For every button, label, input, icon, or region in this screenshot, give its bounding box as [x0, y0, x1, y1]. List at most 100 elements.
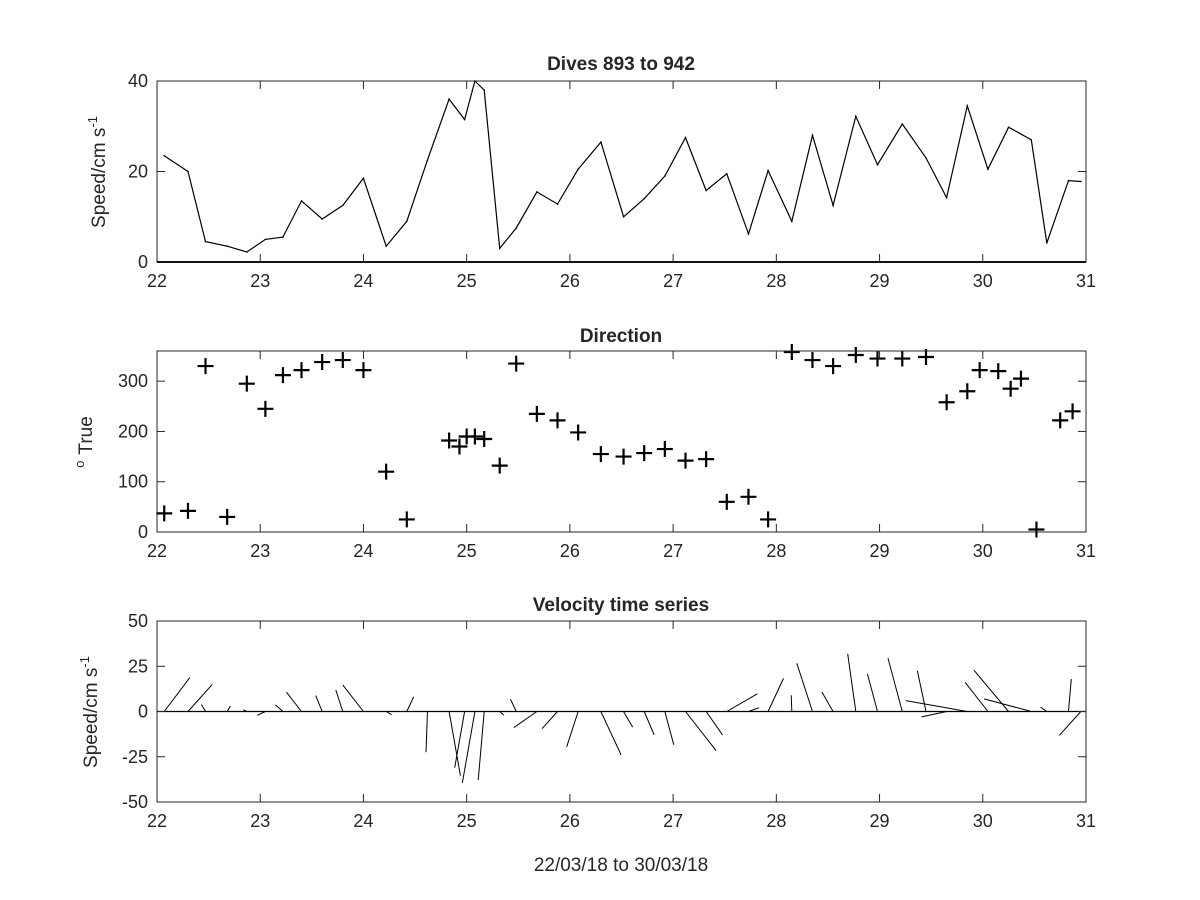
velocity-stick [726, 693, 758, 712]
speed-point [226, 245, 228, 247]
direction-marker [677, 452, 694, 469]
direction-axes-box [156, 350, 1087, 533]
direction-marker [1052, 412, 1069, 429]
direction-marker [441, 432, 458, 449]
direction-marker [1028, 521, 1045, 538]
velocity-stick [499, 711, 505, 716]
y-tick-label: -50 [122, 792, 148, 812]
speed-point [945, 196, 948, 199]
speed-y-ticks: 0 20 40 [128, 71, 1086, 272]
speed-point [246, 251, 248, 253]
velocity-stick [275, 704, 284, 712]
direction-marker [197, 358, 214, 375]
y-tick-label: 0 [138, 252, 148, 272]
speed-point [832, 204, 834, 207]
speed-y-label-sup: -1 [85, 116, 100, 128]
x-tick-label: 23 [250, 811, 270, 831]
velocity-stick [406, 696, 415, 712]
x-tick-label: 29 [870, 271, 890, 291]
speed-point [600, 141, 602, 143]
velocity-stick [796, 663, 813, 712]
velocity-stick [342, 684, 364, 712]
x-tick-label: 22 [147, 811, 167, 831]
speed-point [204, 240, 207, 243]
direction-marker [718, 493, 735, 510]
velocity-stick [790, 695, 793, 712]
x-tick-label: 29 [870, 541, 890, 561]
direction-marker [656, 441, 673, 458]
velocity-stick [767, 678, 784, 712]
direction-marker [549, 412, 566, 429]
velocity-stick [705, 711, 723, 736]
speed-point [1080, 180, 1082, 183]
direction-marker [1002, 380, 1019, 397]
velocity-stick [887, 658, 903, 712]
velocity-stick [1067, 679, 1072, 712]
velocity-stick [425, 711, 428, 753]
direction-x-ticks: 22 23 24 25 26 27 28 29 30 31 [147, 351, 1096, 561]
velocity-stick [964, 681, 989, 712]
direction-marker [698, 451, 715, 468]
speed-point [622, 215, 625, 218]
speed-point [664, 175, 666, 177]
x-tick-label: 27 [663, 541, 683, 561]
speed-plot [157, 79, 1086, 263]
velocity-stick [461, 711, 476, 783]
x-tick-label: 24 [353, 271, 373, 291]
speed-point [498, 247, 501, 250]
x-tick-label: 25 [457, 811, 477, 831]
speed-point [264, 238, 267, 241]
direction-marker [355, 362, 372, 379]
x-tick-label: 30 [973, 541, 993, 561]
y-tick-label: 0 [138, 522, 148, 542]
y-tick-label: 100 [118, 472, 148, 492]
velocity-stick [187, 684, 213, 712]
direction-y-label-pre: o [72, 461, 87, 468]
velocity-stick [623, 711, 634, 728]
speed-point [577, 168, 579, 171]
velocity-y-label: Speed/cm s-1 [77, 656, 102, 768]
velocity-stick [1058, 711, 1082, 736]
speed-point [901, 123, 904, 125]
velocity-x-label: 22/03/18 to 30/03/18 [534, 855, 708, 876]
direction-marker [760, 511, 777, 528]
speed-point [643, 197, 646, 200]
x-tick-label: 22 [147, 271, 167, 291]
velocity-y-label-sup: -1 [77, 656, 92, 668]
speed-y-label: Speed/cm s-1 [85, 116, 110, 228]
direction-y-label: o True [72, 416, 97, 468]
x-tick-label: 31 [1076, 811, 1096, 831]
velocity-stick [973, 669, 1009, 712]
x-tick-label: 28 [766, 811, 786, 831]
velocity-stick [821, 691, 834, 712]
velocity-stick [385, 711, 392, 716]
direction-marker [869, 350, 886, 367]
x-tick-label: 30 [973, 271, 993, 291]
speed-point [556, 203, 559, 205]
speed-point [1007, 126, 1010, 128]
speed-series-line [163, 79, 1081, 253]
direction-marker [636, 445, 653, 462]
velocity-stick [315, 695, 323, 712]
speed-point [300, 200, 303, 202]
direction-marker [491, 457, 508, 474]
direction-marker [466, 428, 483, 445]
speed-point [966, 105, 969, 107]
velocity-stick [163, 677, 191, 712]
velocity-stick [256, 711, 266, 716]
direction-marker [314, 354, 331, 371]
velocity-stick [448, 711, 461, 776]
speed-point [811, 134, 814, 137]
y-tick-label: 50 [128, 611, 148, 631]
x-tick-label: 23 [250, 541, 270, 561]
speed-x-ticks: 22 23 24 25 26 27 28 29 30 31 [147, 81, 1096, 291]
velocity-stick [1040, 706, 1048, 712]
velocity-stick [454, 711, 466, 768]
x-tick-label: 31 [1076, 541, 1096, 561]
y-tick-label: 25 [128, 656, 148, 676]
y-tick-label: 40 [128, 71, 148, 91]
velocity-panel: Velocity time series 22 23 24 25 26 27 28 29 30 3… [77, 595, 1096, 876]
x-tick-label: 24 [353, 541, 373, 561]
velocity-stick [541, 711, 558, 730]
